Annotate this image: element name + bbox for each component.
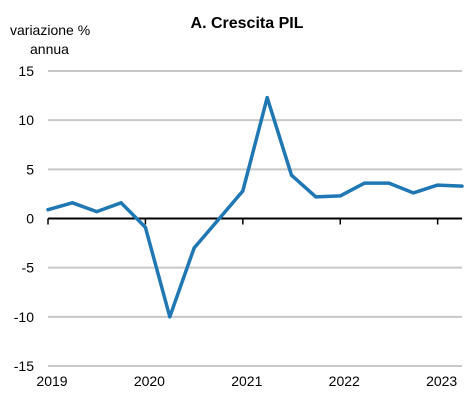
y-tick-label: 0 (26, 211, 34, 227)
data-point (362, 181, 367, 185)
y-axis-ticks: 15 10 5 0 -5 -10 -15 (14, 63, 34, 374)
data-point (460, 184, 464, 188)
x-tick-label: 2022 (329, 373, 360, 389)
data-point (143, 225, 148, 229)
data-point (192, 246, 196, 250)
data-point (265, 95, 269, 100)
data-point (70, 201, 74, 205)
data-point (314, 195, 318, 199)
y-tick-label: 10 (18, 112, 34, 128)
x-tick-label: 2021 (231, 373, 262, 389)
x-tick-label: 2020 (134, 373, 165, 389)
data-point (168, 315, 172, 319)
data-point (436, 183, 440, 187)
data-point (387, 181, 391, 185)
x-axis-ticks: 2019 2020 2021 2022 2023 (36, 218, 457, 389)
y-tick-label: 5 (26, 161, 34, 177)
x-tick-label: 2023 (426, 373, 457, 389)
data-point (119, 201, 123, 205)
data-point (411, 191, 415, 195)
grid-lines (48, 70, 462, 367)
y-tick-label: 15 (18, 63, 34, 79)
y-tick-label: -10 (14, 309, 34, 325)
data-point (338, 194, 342, 198)
y-tick-label: -5 (22, 260, 35, 276)
data-point (241, 189, 245, 193)
series-layer (46, 95, 464, 319)
data-point (95, 210, 99, 214)
y-tick-label: -15 (14, 358, 34, 374)
data-point (216, 217, 221, 222)
x-tick-label: 2019 (36, 373, 67, 389)
data-point (289, 173, 294, 177)
chart-title: A. Crescita PIL (191, 15, 304, 32)
data-point (46, 208, 50, 212)
series-line (46, 95, 464, 319)
y-axis-label-line-2: annua (30, 41, 69, 57)
y-axis-label-line-1: variazione % (10, 22, 90, 38)
